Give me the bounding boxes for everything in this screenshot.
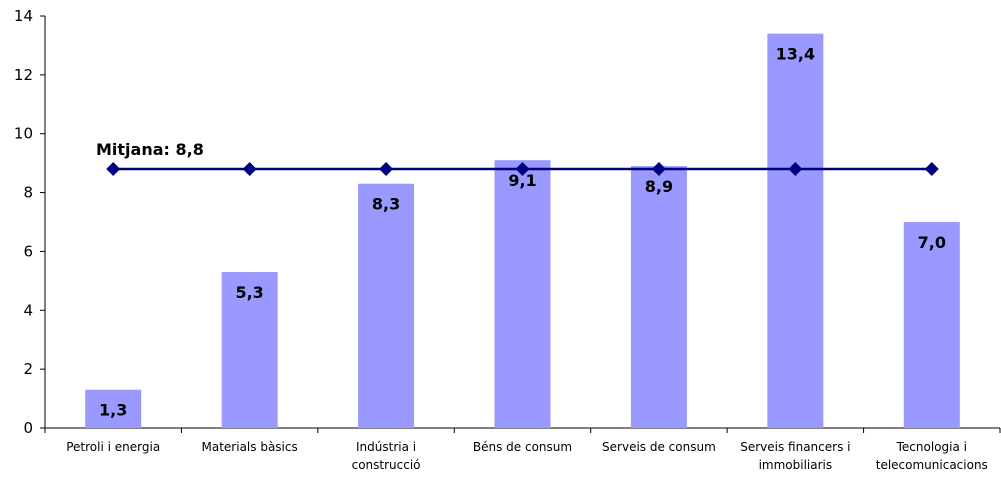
mean-marker — [379, 162, 394, 177]
x-category-label: Serveis financers i immobiliaris — [740, 440, 850, 472]
mean-marker — [106, 162, 121, 177]
x-category-label: Petroli i energia — [66, 440, 160, 454]
x-category-label: Serveis de consum — [602, 440, 716, 454]
data-label: 8,3 — [372, 195, 400, 214]
y-tick-label: 2 — [23, 360, 33, 378]
x-category-label: Indústria i construcció — [352, 440, 421, 472]
y-axis: 0 2 4 6 8 10 12 14 — [14, 7, 46, 437]
y-tick-label: 4 — [23, 301, 33, 319]
mean-marker — [924, 162, 939, 177]
data-label: 5,3 — [235, 283, 263, 302]
y-tick-label: 14 — [14, 7, 33, 25]
x-category-label: Béns de consum — [473, 440, 572, 454]
y-tick-label: 12 — [14, 66, 33, 84]
data-labels: 1,3 5,3 8,3 9,1 8,9 13,4 7,0 — [99, 45, 946, 420]
bar — [630, 166, 687, 429]
bar — [85, 389, 142, 428]
mean-marker — [242, 162, 257, 177]
x-category-label: Materials bàsics — [202, 440, 298, 454]
mean-marker — [788, 162, 803, 177]
bar — [358, 183, 415, 428]
x-axis: Petroli i energia Materials bàsics Indústr… — [44, 427, 1001, 472]
y-tick-label: 0 — [23, 419, 33, 437]
bar — [903, 222, 960, 428]
mean-label: Mitjana: 8,8 — [96, 140, 204, 159]
mean-line-group: Mitjana: 8,8 — [96, 140, 939, 177]
bar — [767, 33, 824, 429]
y-tick-label: 10 — [14, 125, 33, 143]
bar — [494, 160, 551, 428]
data-label: 9,1 — [508, 171, 536, 190]
data-label: 1,3 — [99, 401, 127, 420]
y-tick-label: 6 — [23, 242, 33, 260]
data-label: 8,9 — [645, 177, 673, 196]
mean-marker — [651, 162, 666, 177]
bar — [221, 272, 278, 428]
mean-marker — [515, 162, 530, 177]
x-category-label: Tecnologia i telecomunicacions — [876, 440, 988, 472]
data-label: 7,0 — [918, 233, 946, 252]
data-label: 13,4 — [776, 45, 815, 64]
y-tick-label: 8 — [23, 184, 33, 202]
bars — [85, 33, 960, 429]
